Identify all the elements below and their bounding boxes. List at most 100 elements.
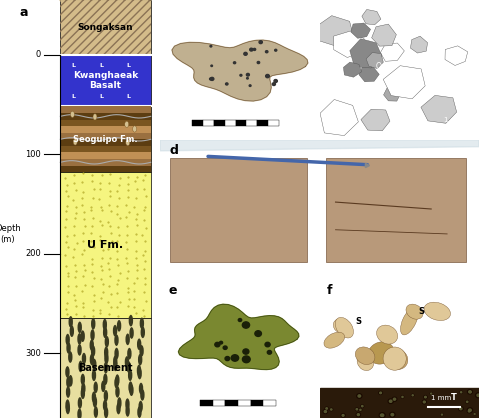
Circle shape [140,389,145,401]
Text: L: L [126,63,130,68]
Circle shape [66,403,70,414]
Bar [251,400,263,405]
Text: 1 mm: 1 mm [444,117,464,123]
Ellipse shape [335,317,354,338]
Circle shape [240,74,242,76]
Circle shape [66,386,70,398]
Circle shape [92,370,96,381]
Circle shape [467,408,473,413]
Circle shape [66,376,70,388]
Text: 300: 300 [25,349,41,358]
Circle shape [113,356,117,367]
Circle shape [80,374,85,385]
Bar [60,0,151,55]
Bar [60,319,151,418]
Polygon shape [372,24,396,46]
Circle shape [223,346,227,349]
Bar [200,400,213,405]
Circle shape [140,318,144,329]
Circle shape [330,408,333,411]
Circle shape [210,77,214,80]
Circle shape [430,393,432,395]
Circle shape [393,398,396,400]
Ellipse shape [125,121,129,127]
Circle shape [469,391,471,393]
Text: 200: 200 [25,249,41,258]
Circle shape [65,399,70,411]
Bar [60,120,151,126]
Circle shape [355,408,358,410]
Circle shape [66,342,71,354]
Bar [225,400,238,405]
Circle shape [137,364,141,376]
Circle shape [116,403,121,414]
Circle shape [211,65,213,66]
Circle shape [114,334,119,346]
Circle shape [125,356,129,368]
Circle shape [402,396,403,398]
Circle shape [255,331,262,336]
Circle shape [104,347,108,358]
Circle shape [265,51,268,53]
Circle shape [356,409,358,410]
Ellipse shape [73,139,77,145]
Circle shape [362,405,363,407]
Circle shape [138,354,142,365]
Polygon shape [383,66,425,99]
Circle shape [233,62,236,64]
Text: S: S [419,307,425,316]
Ellipse shape [126,140,130,146]
Text: L: L [72,63,76,68]
Bar [170,158,307,262]
Bar [246,120,257,126]
Circle shape [379,391,382,395]
Text: Qz: Qz [419,14,429,23]
Circle shape [91,318,95,330]
Polygon shape [366,53,383,69]
Text: Seoguipo Fm.: Seoguipo Fm. [73,135,138,144]
Circle shape [360,409,361,410]
Polygon shape [179,304,299,370]
Ellipse shape [400,307,418,335]
Text: Depth
(m): Depth (m) [0,224,21,244]
Polygon shape [389,77,416,97]
Circle shape [468,409,471,411]
Text: L: L [99,94,103,99]
Circle shape [114,348,119,359]
Circle shape [249,85,251,87]
Circle shape [82,353,86,364]
Circle shape [359,409,362,411]
Circle shape [466,400,468,403]
Ellipse shape [355,347,375,364]
Bar [60,159,151,166]
Circle shape [257,61,260,64]
Bar [60,133,151,139]
Circle shape [78,321,82,333]
Circle shape [78,397,82,409]
Circle shape [424,396,426,398]
Circle shape [92,359,96,370]
Circle shape [69,325,74,337]
Text: Qz: Qz [376,62,386,71]
Circle shape [140,326,145,338]
Ellipse shape [324,332,344,348]
Circle shape [68,351,72,363]
Bar [60,166,151,172]
Circle shape [467,401,468,403]
Polygon shape [384,87,400,101]
Circle shape [379,413,384,417]
Ellipse shape [424,302,450,321]
Bar [238,400,251,405]
Circle shape [392,397,397,401]
Text: c: c [327,4,334,17]
Bar [268,120,279,126]
Circle shape [103,400,107,411]
Circle shape [126,361,131,373]
Circle shape [103,362,108,374]
Polygon shape [160,140,479,151]
Circle shape [125,334,130,345]
Bar [60,55,151,107]
Circle shape [380,392,381,394]
Circle shape [93,396,97,408]
Circle shape [357,394,362,398]
